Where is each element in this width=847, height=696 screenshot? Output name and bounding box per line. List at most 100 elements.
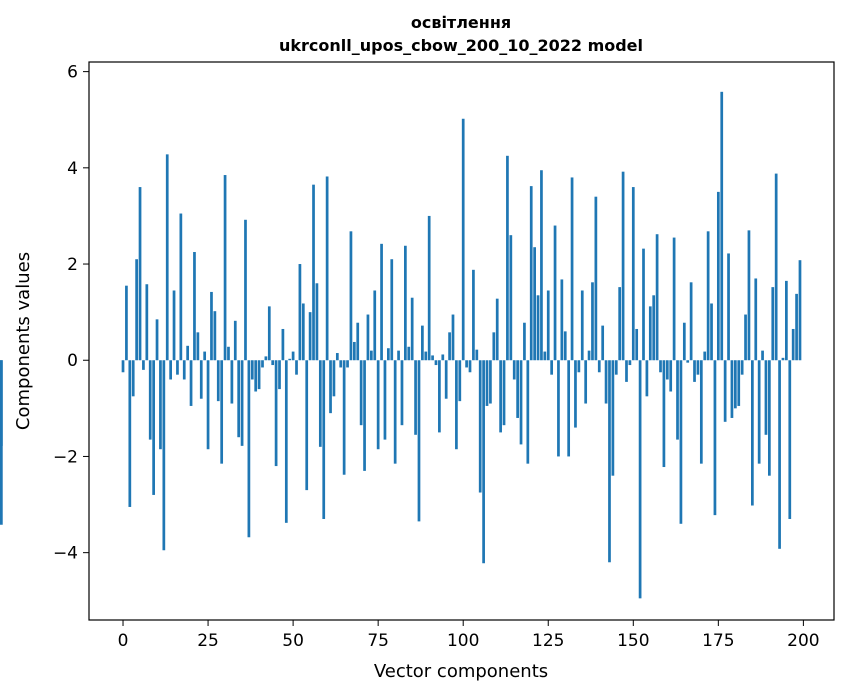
bar-3 bbox=[131, 360, 135, 397]
bar-183 bbox=[744, 314, 747, 361]
bar-108 bbox=[489, 360, 492, 404]
bar-138 bbox=[591, 282, 594, 361]
x-axis-ticks: 0 25 50 75 100 125 150 175 200 bbox=[118, 620, 820, 651]
bar-195 bbox=[785, 280, 788, 361]
bar-16 bbox=[176, 360, 179, 375]
bar-20 bbox=[189, 360, 193, 406]
bar-174 bbox=[713, 360, 717, 516]
bar-102 bbox=[468, 360, 472, 373]
x-tick-label-100: 100 bbox=[447, 631, 479, 651]
bar-92 bbox=[434, 360, 438, 366]
bar-170 bbox=[699, 360, 703, 464]
bar-51 bbox=[295, 360, 298, 375]
bar-67 bbox=[349, 231, 353, 361]
bar-144 bbox=[611, 360, 615, 476]
bar-80 bbox=[393, 360, 397, 464]
bar-139 bbox=[594, 196, 598, 361]
bar-24 bbox=[203, 351, 207, 361]
bar-161 bbox=[669, 360, 673, 392]
bar-57 bbox=[315, 283, 319, 361]
bar-32 bbox=[230, 360, 234, 404]
bar-72 bbox=[366, 314, 370, 361]
bar-151 bbox=[635, 328, 639, 361]
bar-159 bbox=[662, 360, 666, 468]
bar-147 bbox=[621, 171, 625, 361]
bar-124 bbox=[543, 351, 547, 361]
bar-15 bbox=[172, 290, 176, 361]
bar-56 bbox=[312, 184, 315, 361]
bar-55 bbox=[308, 312, 312, 361]
bar-113 bbox=[506, 155, 509, 361]
bar-44 bbox=[271, 360, 275, 366]
bar-186 bbox=[754, 278, 758, 361]
bar-30 bbox=[223, 175, 227, 361]
bar-88 bbox=[421, 325, 424, 361]
bar-115 bbox=[512, 360, 516, 380]
bar-29 bbox=[220, 360, 224, 464]
bar-175 bbox=[716, 191, 720, 361]
bar-127 bbox=[553, 225, 557, 361]
x-tick-label-50: 50 bbox=[282, 631, 304, 651]
x-tick-label-150: 150 bbox=[617, 631, 649, 651]
bar-45 bbox=[274, 360, 278, 467]
bar-65 bbox=[342, 360, 346, 475]
bar-89 bbox=[424, 351, 428, 361]
bar-11 bbox=[159, 360, 162, 450]
bar-104 bbox=[475, 349, 479, 361]
bar-99 bbox=[458, 360, 462, 402]
bar-31 bbox=[227, 346, 230, 361]
bar-49 bbox=[288, 358, 292, 361]
bar-165 bbox=[682, 322, 686, 361]
bars-group bbox=[0, 91, 802, 599]
bar-100 bbox=[461, 118, 465, 361]
bar-157 bbox=[655, 234, 659, 361]
bar-61 bbox=[329, 360, 332, 414]
bar-28 bbox=[216, 360, 220, 402]
bar-73 bbox=[369, 350, 373, 361]
bar-71 bbox=[363, 360, 366, 471]
bar-131 bbox=[567, 360, 571, 457]
y-tick-label--2: −2 bbox=[53, 447, 78, 467]
plot-frame bbox=[88, 61, 835, 621]
bar-136 bbox=[584, 360, 588, 404]
bar-74 bbox=[373, 290, 377, 361]
bar-119 bbox=[526, 360, 530, 464]
bar-27 bbox=[213, 311, 217, 361]
bar-184 bbox=[747, 230, 751, 361]
bar-33 bbox=[233, 320, 237, 361]
bar-182 bbox=[740, 360, 744, 375]
chart-title: освітлення bbox=[411, 13, 511, 32]
bar-180 bbox=[733, 360, 737, 409]
bar-58 bbox=[318, 360, 322, 447]
bar-128 bbox=[557, 360, 560, 457]
bar-176 bbox=[720, 91, 724, 361]
bar-23 bbox=[199, 360, 203, 399]
bar-75 bbox=[376, 360, 380, 450]
bar-47 bbox=[281, 328, 285, 361]
bar-178 bbox=[727, 253, 730, 361]
bar-96 bbox=[448, 332, 451, 361]
x-axis-label: Vector components bbox=[374, 661, 548, 682]
bar-166 bbox=[686, 360, 690, 363]
bar-8 bbox=[148, 360, 152, 440]
bar-120 bbox=[529, 186, 533, 361]
bar-162 bbox=[672, 237, 676, 361]
bar-46 bbox=[278, 360, 281, 390]
bar-134 bbox=[577, 360, 581, 373]
bar-60 bbox=[325, 176, 329, 361]
x-tick-label-125: 125 bbox=[532, 631, 564, 651]
bar-50 bbox=[291, 351, 295, 361]
bar-199 bbox=[798, 260, 802, 361]
bar-1 bbox=[125, 285, 128, 361]
bar-171 bbox=[703, 351, 707, 361]
bar-189 bbox=[764, 360, 768, 435]
bar-81 bbox=[397, 350, 400, 361]
bar-122 bbox=[536, 295, 540, 361]
bar-19 bbox=[186, 345, 190, 361]
bar-191 bbox=[771, 287, 775, 361]
bar-197 bbox=[791, 328, 795, 361]
bar-83 bbox=[404, 245, 407, 361]
bar-38 bbox=[250, 360, 254, 380]
bar-54 bbox=[305, 360, 309, 491]
bar-101 bbox=[465, 360, 468, 368]
